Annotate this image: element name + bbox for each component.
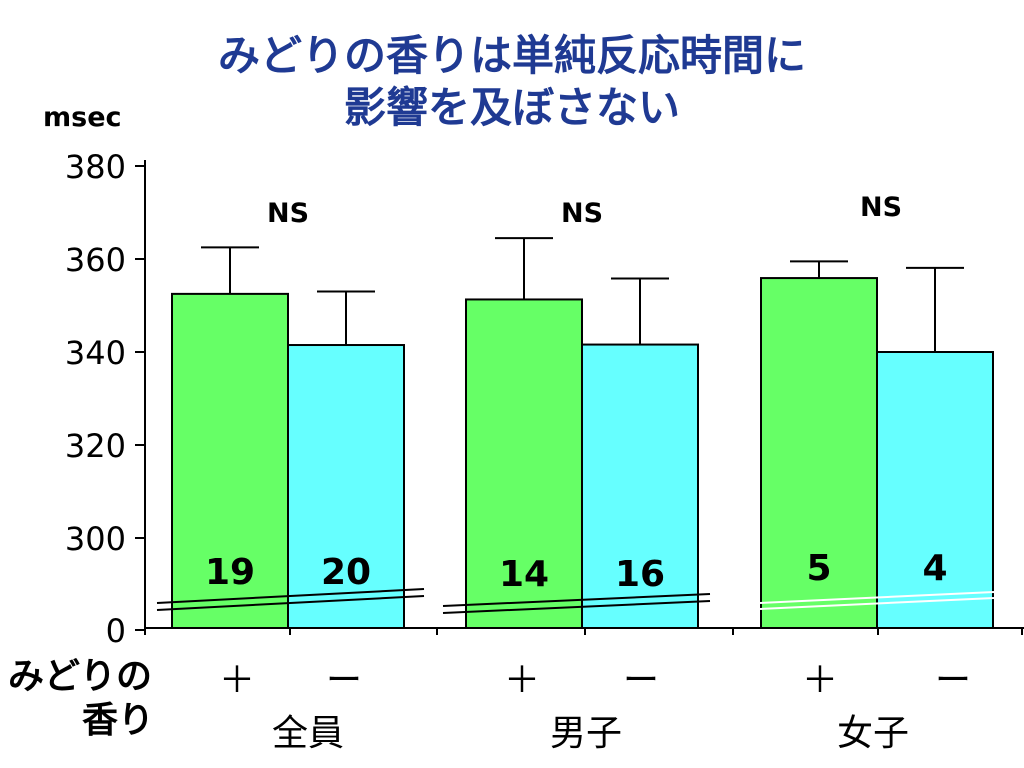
- axis-break-line: [442, 600, 711, 614]
- axis-break-line: [759, 597, 995, 610]
- axis-break-line: [156, 588, 425, 604]
- significance-label: NS: [561, 198, 603, 229]
- condition-label: ＋: [504, 660, 540, 701]
- group-label: 男子: [550, 713, 622, 754]
- title-line-2: 影響を及ぼさない: [343, 83, 680, 132]
- sample-size-label: 4: [922, 548, 947, 589]
- bar: [760, 277, 878, 629]
- significance-label: NS: [860, 192, 902, 223]
- y-tick-label: 320: [65, 427, 126, 465]
- group-label: 全員: [272, 713, 344, 754]
- sample-size-label: 5: [806, 548, 831, 589]
- y-axis-label: msec: [43, 102, 122, 133]
- y-tick-label: 300: [65, 520, 126, 558]
- axis-break-line: [759, 591, 995, 604]
- sample-size-label: 19: [205, 552, 255, 593]
- sample-size-label: 20: [321, 552, 371, 593]
- row-label-line: みどりの: [8, 656, 152, 697]
- chart-title: みどりの香りは単純反応時間に 影響を及ぼさない: [0, 30, 1024, 134]
- y-tick-label: 360: [65, 241, 126, 279]
- axis-break-line: [442, 593, 711, 607]
- y-tick-label: 0: [106, 612, 126, 650]
- bar: [287, 344, 405, 629]
- significance-label: NS: [267, 198, 309, 229]
- condition-label: ー: [326, 660, 362, 701]
- condition-label: ＋: [219, 660, 255, 701]
- axis-break-line: [156, 595, 425, 611]
- condition-label: ＋: [802, 660, 838, 701]
- group-label: 女子: [837, 713, 909, 754]
- sample-size-label: 16: [615, 554, 665, 595]
- condition-label: ー: [935, 660, 971, 701]
- sample-size-label: 14: [499, 554, 549, 595]
- y-tick-label: 380: [65, 148, 126, 186]
- title-line-1: みどりの香りは単純反応時間に: [217, 31, 806, 80]
- bar: [876, 351, 994, 629]
- y-tick-label: 340: [65, 334, 126, 372]
- row-label-line: 香り: [82, 700, 154, 741]
- condition-label: ー: [623, 660, 659, 701]
